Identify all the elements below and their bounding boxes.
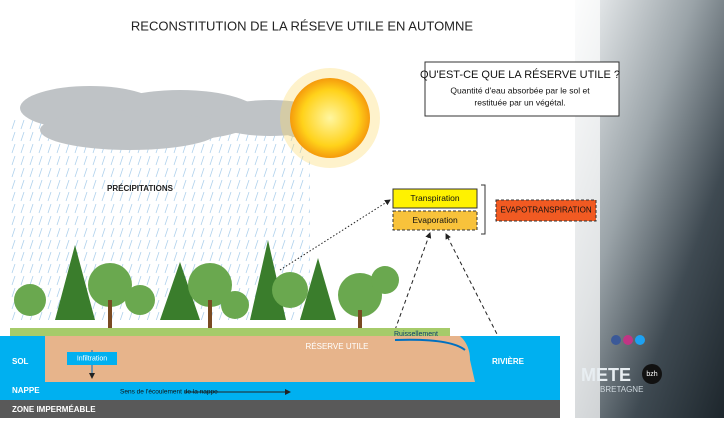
nappe-label: NAPPE (12, 386, 40, 395)
info-title: QU'EST-CE QUE LA RÉSERVE UTILE ? (420, 68, 620, 81)
info-text: restituée par un végétal. (474, 97, 565, 107)
info-text: Quantité d'eau absorbée par le sol et (450, 85, 590, 95)
logo-word: METE (581, 365, 631, 385)
nappe-band (0, 382, 560, 400)
infographic: RECONSTITUTION DE LA RÉSEVE UTILE EN AUT… (0, 0, 724, 418)
title: RECONSTITUTION DE LA RÉSEVE UTILE EN AUT… (131, 18, 473, 33)
social-icons (611, 335, 645, 345)
transpiration-label: Transpiration (410, 193, 460, 203)
zone-label: ZONE IMPERMÉABLE (12, 405, 96, 414)
reserve-label: RÉSERVE UTILE (306, 342, 369, 351)
ecoulement-label: Sens de l'écoulement de la nappe (120, 389, 218, 396)
sol-label: SOL (12, 357, 29, 366)
sun (280, 68, 380, 168)
precipitations-label: PRÉCIPITATIONS (107, 184, 174, 193)
logo-badge-text: bzh (646, 371, 657, 378)
evapotranspiration-label: EVAPOTRANSPIRATION (500, 206, 591, 215)
logo-region: BRETAGNE (600, 385, 643, 394)
riviere-label: RIVIÈRE (492, 357, 525, 366)
infiltration-label: Infiltration (77, 355, 107, 362)
grass (10, 328, 450, 336)
evaporation-label: Evaporation (412, 215, 458, 225)
ruissellement-label: Ruissellement (394, 331, 438, 338)
